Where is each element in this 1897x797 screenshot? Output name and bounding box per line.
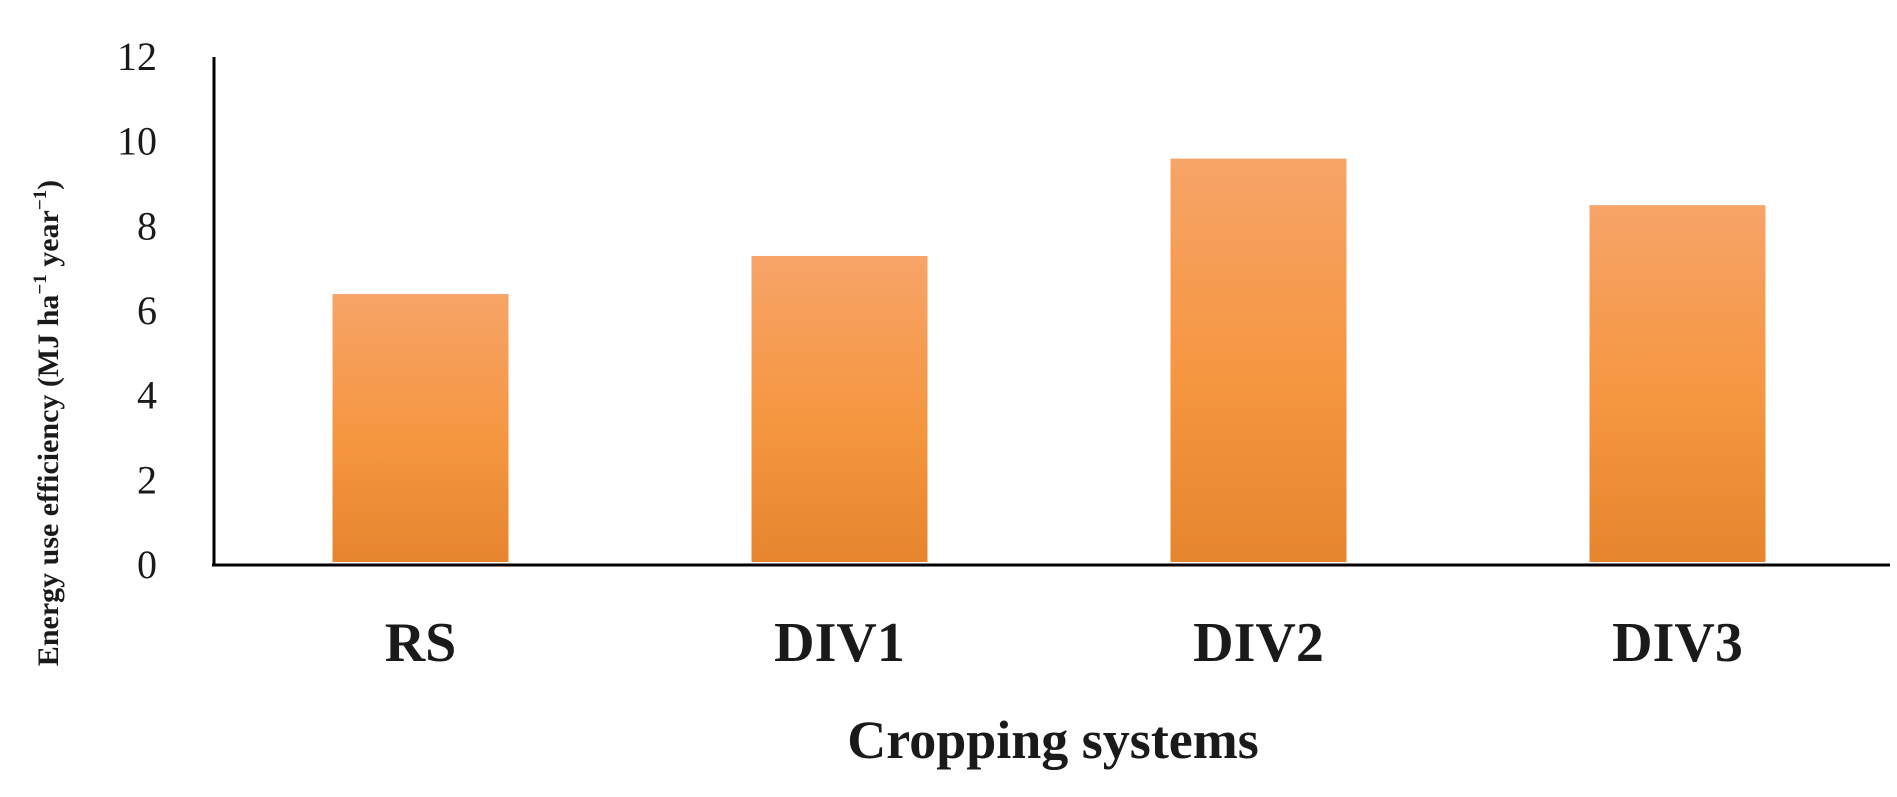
y-tick-label: 10	[117, 119, 157, 164]
y-axis-title-end: )	[32, 180, 65, 190]
y-axis-title: Energy use efficiency (MJ ha−1 year−1)	[30, 180, 65, 666]
y-tick-label: 8	[137, 203, 157, 248]
y-tick-label: 12	[117, 34, 157, 79]
y-axis-title-main: Energy use efficiency (MJ ha	[32, 295, 65, 667]
bars-layer	[332, 158, 1766, 562]
y-axis-title-sup1: −1	[30, 274, 51, 294]
x-category-label: DIV2	[1193, 612, 1324, 674]
x-category-label: RS	[385, 612, 457, 674]
y-tick-label: 6	[137, 288, 157, 333]
y-tick-label: 4	[137, 373, 157, 418]
y-tick-label: 0	[137, 542, 157, 587]
x-category-labels: RS DIV1 DIV2 DIV3	[385, 612, 1743, 674]
bar-rs	[332, 294, 509, 562]
bar-div1	[751, 255, 928, 562]
y-axis-title-mid: year	[32, 210, 65, 274]
bar-div2	[1170, 158, 1347, 562]
y-axis-title-sup2: −1	[30, 190, 51, 210]
x-axis-title: Cropping systems	[847, 710, 1259, 770]
x-category-label: DIV3	[1612, 612, 1743, 674]
x-category-label: DIV1	[774, 612, 905, 674]
y-tick-label: 2	[137, 457, 157, 502]
bar-div3	[1589, 205, 1766, 562]
y-tick-labels: 0 2 4 6 8 10 12	[117, 34, 157, 587]
